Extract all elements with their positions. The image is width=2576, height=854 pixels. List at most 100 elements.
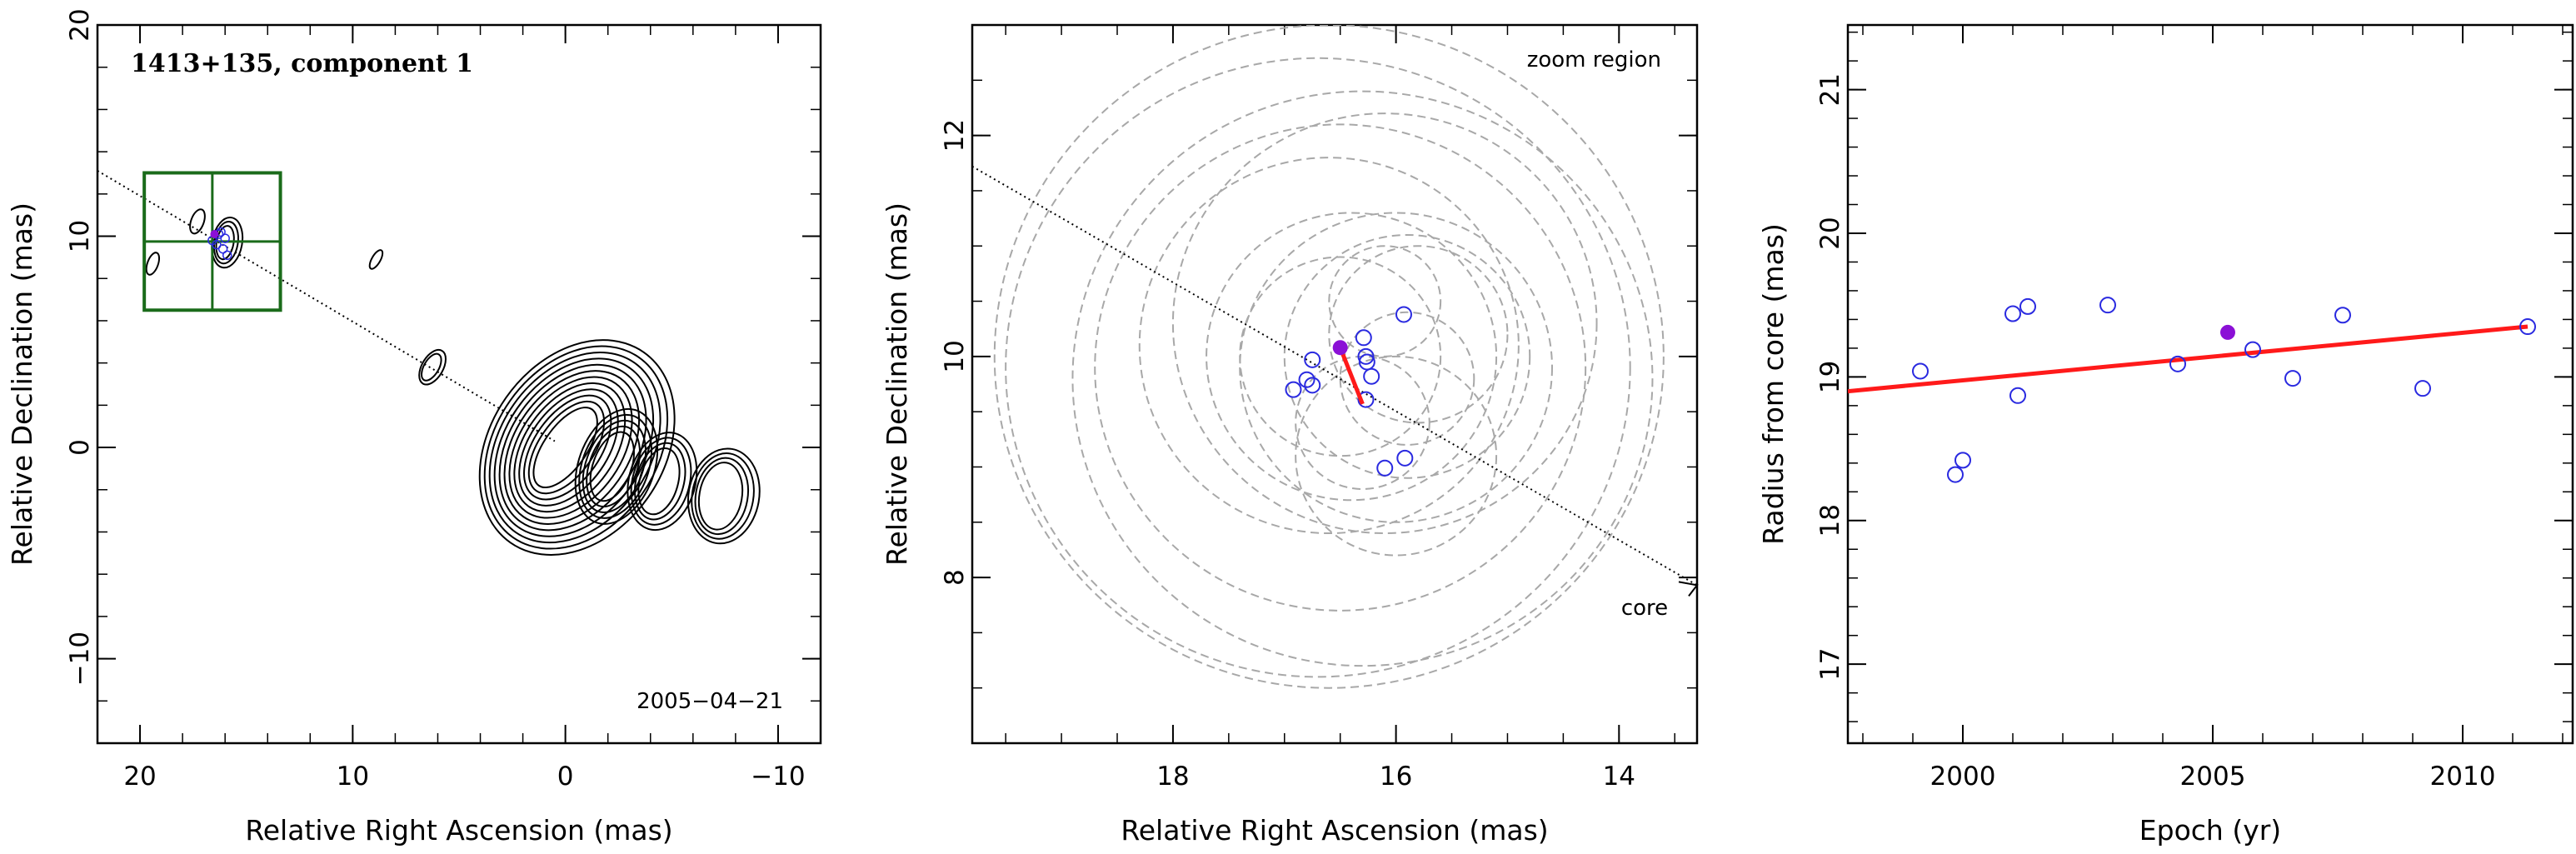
- contour-line: [686, 447, 761, 545]
- error-circle: [1239, 256, 1442, 457]
- error-circle: [1094, 123, 1587, 612]
- y-tick-label: 18: [1815, 504, 1845, 537]
- position-points: [1285, 306, 1414, 477]
- contour-line: [418, 348, 447, 386]
- highlight-point: [2220, 324, 2235, 340]
- data-point: [1357, 347, 1375, 365]
- data-point: [2019, 297, 2036, 315]
- error-circle: [1283, 233, 1531, 479]
- data-point: [2009, 387, 2026, 404]
- x-tick-label: 10: [337, 762, 369, 792]
- data-point: [2004, 305, 2021, 322]
- contour-line: [513, 382, 627, 513]
- y-tick-label: 17: [1815, 647, 1845, 680]
- zoom-region-box: [142, 171, 282, 312]
- y-tick-labels: −10 0 10 20: [65, 8, 95, 686]
- contour-line: [697, 462, 744, 531]
- y-tick-label: 10: [940, 340, 970, 372]
- y-tick-label: 10: [65, 220, 95, 252]
- core-label: core: [1621, 596, 1668, 621]
- x-tick-labels: 2000 2005 2010: [1930, 762, 2496, 792]
- contour-map: [145, 208, 761, 556]
- x-tick-label: −10: [751, 762, 805, 792]
- zoom-region-label: zoom region: [1527, 47, 1661, 72]
- error-circle: [1071, 90, 1654, 667]
- data-point: [1912, 362, 1929, 380]
- data-point: [2169, 355, 2186, 372]
- data-point: [1376, 459, 1394, 477]
- error-circle: [1295, 355, 1498, 557]
- contour-line: [368, 249, 384, 270]
- contour-line: [574, 407, 659, 525]
- axis-ticks: [1848, 25, 2573, 743]
- y-tick-labels: 8 10 12: [940, 119, 970, 586]
- x-axis-label: Relative Right Ascension (mas): [1121, 814, 1548, 847]
- highlight-point: [210, 229, 219, 238]
- y-tick-label: 21: [1815, 73, 1845, 106]
- fit-line: [1848, 324, 2529, 394]
- contour-line: [694, 457, 749, 536]
- data-point: [2099, 297, 2116, 314]
- contour-line: [578, 413, 653, 519]
- x-tick-label: 20: [123, 762, 156, 792]
- contour-line: [189, 208, 206, 235]
- x-tick-label: 14: [1603, 762, 1635, 792]
- contour-line: [691, 452, 755, 540]
- data-point: [1355, 329, 1372, 347]
- panel-title: 1413+135, component 1: [131, 49, 473, 78]
- x-tick-label: 18: [1156, 762, 1189, 792]
- contour-line: [421, 352, 442, 382]
- y-axis-label: Relative Declination (mas): [881, 202, 913, 566]
- contour-line: [508, 376, 633, 519]
- data-point: [1357, 391, 1375, 408]
- data-point: [2284, 370, 2301, 387]
- contour-line: [503, 370, 641, 525]
- data-point: [2244, 341, 2261, 358]
- error-circle: [1138, 157, 1520, 535]
- x-tick-labels: 20 10 0 −10: [123, 762, 805, 792]
- x-tick-labels: 18 16 14: [1156, 762, 1635, 792]
- y-tick-labels: 17 18 19 20 21: [1815, 73, 1845, 681]
- data-point: [1298, 371, 1315, 388]
- component-points: [207, 227, 232, 261]
- y-tick-label: 12: [940, 119, 970, 152]
- core-arrow-head: [1678, 581, 1699, 597]
- error-circle: [993, 25, 1665, 689]
- contour-line: [478, 339, 676, 556]
- data-point: [1947, 466, 1964, 483]
- data-point: [1304, 351, 1321, 368]
- y-tick-label: 20: [65, 8, 95, 41]
- contour-line: [145, 252, 161, 276]
- y-tick-label: 8: [940, 569, 970, 586]
- fit-line: [1338, 347, 1365, 405]
- plot-frame: [96, 23, 822, 745]
- error-circle: [1339, 311, 1475, 446]
- y-axis-label: Relative Declination (mas): [6, 202, 38, 566]
- error-circle: [1239, 212, 1553, 523]
- jet-direction-line: [97, 170, 556, 442]
- y-tick-label: 0: [65, 439, 95, 456]
- contour-line: [493, 357, 655, 537]
- data-point: [2519, 318, 2536, 336]
- plot-frame: [1846, 23, 2574, 745]
- contour-line: [586, 425, 641, 508]
- error-circle: [1005, 57, 1631, 678]
- data-point: [1285, 381, 1302, 398]
- radius-points: [1912, 297, 2536, 483]
- y-tick-label: 19: [1815, 361, 1845, 393]
- data-point: [1304, 377, 1321, 394]
- contour-line: [523, 394, 612, 501]
- panel-zoom-region: 18 16 14 8 10 12 zoom region core Relative R…: [881, 23, 1699, 847]
- data-point: [1954, 452, 1971, 469]
- error-circles: [993, 25, 1665, 689]
- y-tick-label: −10: [65, 632, 95, 686]
- contour-line: [637, 447, 681, 516]
- panel-radius-vs-epoch: 2000 2005 2010 17 18 19 20 21 Epoch (yr) Radiu…: [1757, 23, 2574, 847]
- y-tick-label: 20: [1815, 217, 1845, 249]
- data-point: [2414, 380, 2431, 397]
- data-point: [2334, 307, 2351, 324]
- data-point: [1396, 449, 1414, 467]
- x-axis-label: Relative Right Ascension (mas): [245, 814, 672, 847]
